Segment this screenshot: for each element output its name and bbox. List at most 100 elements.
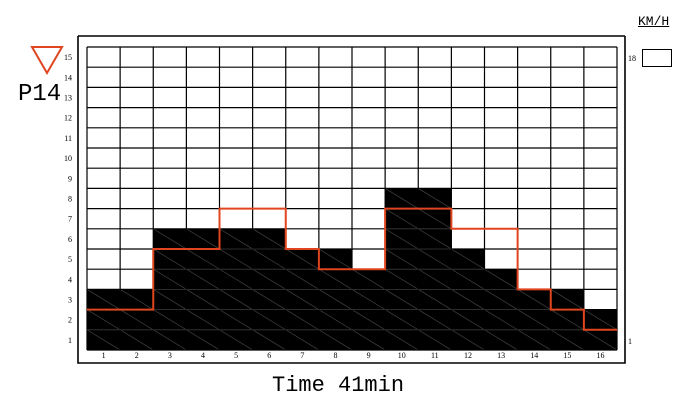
bar-hatch [550,289,585,310]
column-label: 5 [234,351,238,360]
row-label: 3 [68,296,72,305]
bar-hatch [86,289,121,310]
bar-hatch [119,309,154,331]
down-triangle-icon[interactable] [30,46,64,76]
speed-display-box[interactable] [642,49,672,67]
bar-hatch [153,309,187,331]
bar-hatch [186,309,220,331]
bar-hatch [285,309,320,331]
bar-hatch [451,329,485,351]
bar-hatch [384,309,419,331]
bar-hatch [451,268,485,290]
bar-hatch [219,228,253,250]
column-label: 11 [431,351,439,360]
column-label: 12 [464,351,472,360]
column-label: 8 [333,351,337,360]
column-label: 13 [497,351,505,360]
bar-hatch [418,289,452,310]
row-label: 6 [68,235,72,244]
bar-hatch [86,329,121,351]
speed-step-line [87,207,617,331]
bar-hatch [318,309,353,331]
bar-hatch [252,268,286,290]
bar-hatch [484,309,518,331]
bar-hatch [252,228,286,250]
bar-hatch [219,268,253,290]
bar-hatch [153,268,187,290]
bar-hatch [252,309,286,331]
bar-hatch [418,309,452,331]
row-label: 12 [64,114,72,123]
row-label: 8 [68,195,72,204]
bar-hatch [86,309,121,331]
bar-hatch [418,329,452,351]
bar-hatch [517,289,551,310]
bar-hatch [153,329,187,351]
profile-grid [86,46,618,351]
column-label: 1 [102,351,106,360]
panel-border [77,35,626,364]
bottom-marker-label: 1 [628,337,632,346]
column-label: 7 [300,351,304,360]
column-label: 15 [563,351,571,360]
bar-hatch [318,248,353,270]
bar-hatch [351,309,386,331]
row-label: 7 [68,215,72,224]
row-label: 14 [64,73,72,82]
bar-hatch [318,268,353,290]
row-label: 1 [68,336,72,345]
bar-hatch [451,309,485,331]
bar-hatch [517,309,551,331]
row-label: 4 [68,275,72,284]
bar-hatch [583,309,618,331]
row-label: 11 [64,134,72,143]
bar-hatch [285,289,320,310]
column-label: 2 [135,351,139,360]
column-label: 16 [596,351,604,360]
time-label: Time 41min [272,373,405,398]
bar-hatch [384,289,419,310]
bar-hatch [219,309,253,331]
bar-hatch [384,188,419,209]
bar-hatch [252,248,286,270]
bar-hatch [384,208,419,230]
bar-hatch [384,329,419,351]
bar-hatch [252,289,286,310]
column-label: 10 [398,351,406,360]
bar-hatch [119,289,154,310]
bar-hatch [418,208,452,230]
row-label: 13 [64,94,72,103]
bar-hatch [418,188,452,209]
bar-hatch [384,248,419,270]
row-label: 2 [68,316,72,325]
row-label: 15 [64,53,72,62]
bar-hatch [550,329,585,351]
column-label: 14 [530,351,538,360]
row-label: 10 [64,154,72,163]
speed-unit-label: KM/H [638,14,670,29]
row-label: 9 [68,174,72,183]
bar-hatch [186,248,220,270]
column-label: 3 [168,351,172,360]
bar-hatch [484,289,518,310]
bar-hatch [285,248,320,270]
bar-hatch [517,329,551,351]
bar-hatch [318,329,353,351]
bar-hatch [484,329,518,351]
bar-hatch [418,268,452,290]
column-labels: 1 2 3 4 5 6 7 8 9 10 11 12 13 14 15 16 [102,351,605,360]
bar-hatch [186,289,220,310]
column-label: 9 [367,351,371,360]
bar-hatch [318,289,353,310]
bar-hatch [351,268,386,290]
bar-hatch [418,228,452,250]
bar-hatch [384,268,419,290]
bar-hatch [384,228,419,250]
row-label: 5 [68,255,72,264]
bar-hatch [186,329,220,351]
bar-hatch [351,289,386,310]
column-label: 4 [201,351,205,360]
bar-hatch [285,329,320,351]
